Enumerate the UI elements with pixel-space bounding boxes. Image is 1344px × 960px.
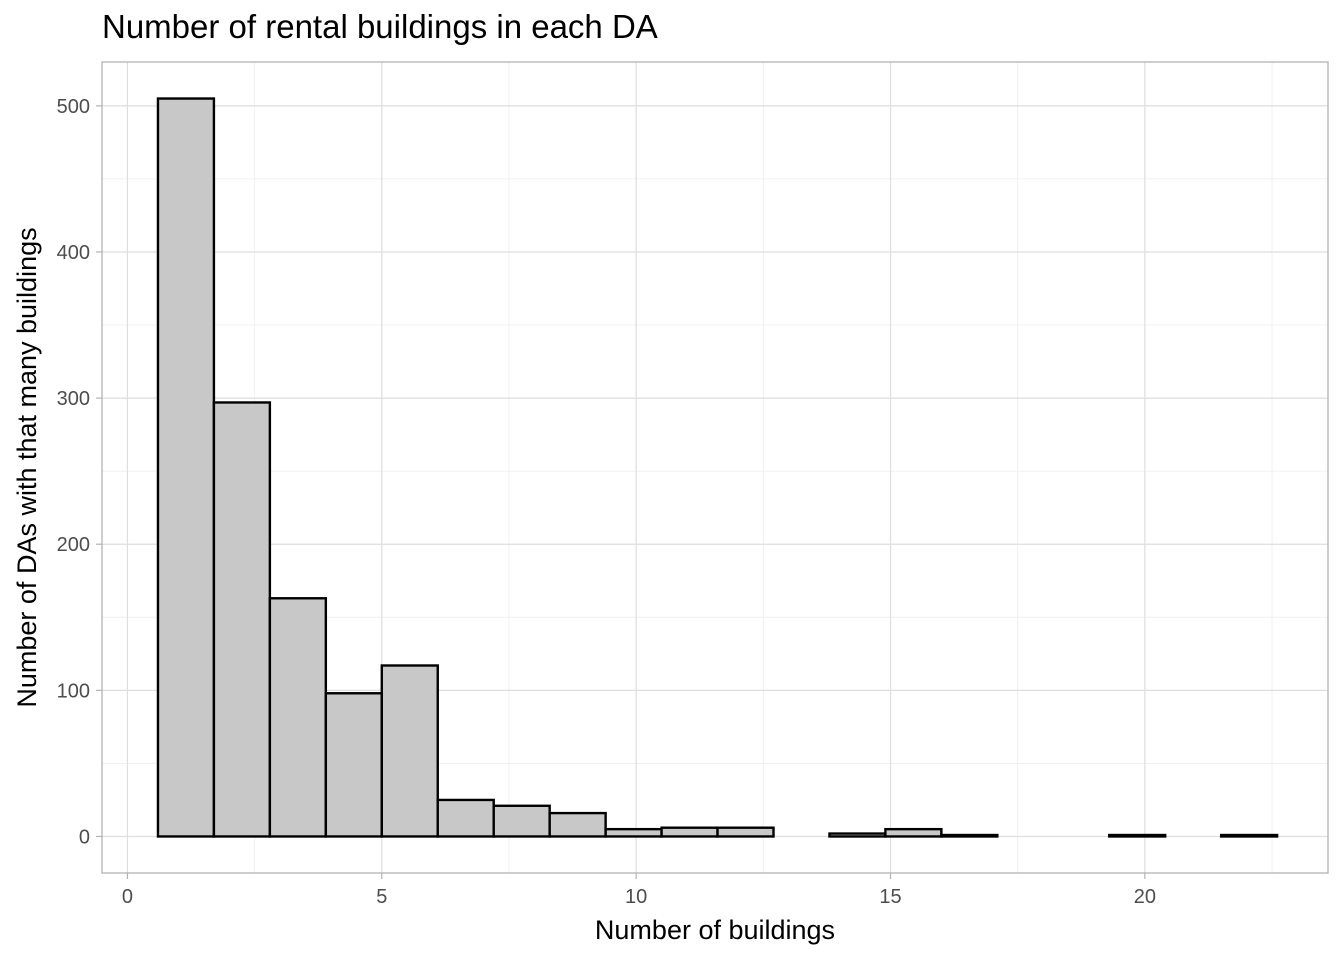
y-tick-label: 400 — [57, 242, 90, 264]
y-tick-label: 300 — [57, 388, 90, 410]
histogram-bar — [1108, 833, 1167, 838]
histogram-bar — [660, 826, 719, 838]
histogram-bar — [828, 832, 887, 838]
histogram-bar — [1219, 833, 1279, 838]
x-axis-ticks: 0 5 10 15 20 — [122, 873, 1156, 908]
histogram-bar — [212, 401, 272, 838]
x-tick-label: 15 — [879, 886, 901, 908]
y-tick-label: 500 — [57, 96, 90, 118]
x-tick-label: 5 — [376, 886, 387, 908]
x-tick-label: 0 — [122, 886, 133, 908]
histogram-bar — [380, 664, 439, 838]
chart-title: Number of rental buildings in each DA — [102, 8, 658, 45]
histogram-bar — [436, 798, 495, 838]
x-tick-label: 10 — [625, 886, 647, 908]
histogram-bar — [268, 597, 328, 838]
x-tick-label: 20 — [1134, 886, 1156, 908]
histogram-bar — [492, 804, 551, 838]
histogram-bar — [324, 692, 383, 838]
grid-minor-lines — [102, 62, 1328, 873]
y-tick-label: 0 — [79, 826, 90, 848]
y-tick-label: 200 — [57, 534, 90, 556]
histogram-bar — [716, 826, 775, 838]
histogram-bars — [156, 97, 1279, 838]
histogram-bar — [548, 811, 607, 838]
y-axis-ticks: 0 100 200 300 400 500 — [57, 96, 102, 848]
x-axis-title: Number of buildings — [595, 915, 835, 945]
y-axis-title: Number of DAs with that many buildings — [12, 227, 42, 707]
panel-border — [101, 61, 1329, 874]
histogram-bar — [884, 827, 943, 838]
y-tick-label: 100 — [57, 680, 90, 702]
histogram-bar — [604, 827, 663, 838]
histogram-bar — [156, 97, 216, 838]
histogram-bar — [940, 833, 999, 838]
